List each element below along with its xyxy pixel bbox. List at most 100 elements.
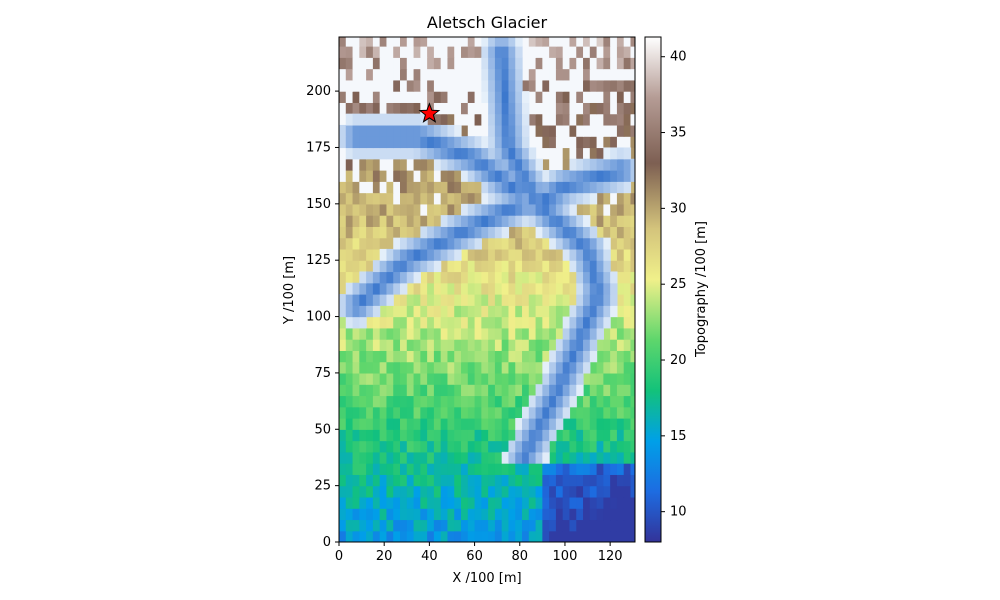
glacier-cell	[467, 215, 476, 227]
terrain-cell	[494, 372, 503, 385]
terrain-cell	[596, 339, 604, 351]
terrain-cell	[610, 248, 618, 261]
glacier-cell	[488, 46, 496, 58]
snow-cell	[569, 46, 577, 58]
glacier-cell	[569, 158, 577, 171]
terrain-cell	[467, 181, 476, 194]
terrain-cell	[474, 350, 482, 363]
glacier-cell	[589, 350, 598, 363]
terrain-cell	[481, 260, 489, 273]
terrain-cell	[494, 418, 503, 430]
glacier-cell	[393, 282, 401, 295]
snow-cell	[542, 102, 550, 115]
terrain-cell	[400, 519, 408, 532]
glacier-cell	[481, 147, 489, 160]
terrain-cell	[623, 203, 632, 216]
glacier-cell	[610, 147, 618, 160]
glacier-cell	[494, 203, 503, 216]
terrain-cell	[488, 305, 496, 318]
glacier-cell	[549, 372, 557, 385]
terrain-cell	[345, 406, 354, 419]
glacier-cell	[454, 147, 462, 160]
terrain-cell	[339, 508, 347, 521]
glacier-cell	[339, 136, 347, 149]
terrain-cell	[447, 57, 455, 70]
terrain-cell	[488, 429, 496, 442]
terrain-cell	[461, 429, 469, 442]
terrain-cell	[569, 429, 577, 442]
terrain-cell	[386, 440, 394, 453]
terrain-cell	[589, 79, 598, 92]
terrain-cell	[413, 361, 421, 374]
terrain-cell	[576, 395, 584, 408]
snow-cell	[610, 91, 618, 103]
terrain-cell	[569, 496, 577, 509]
terrain-cell	[508, 406, 516, 419]
terrain-cell	[555, 305, 564, 318]
terrain-cell	[474, 282, 482, 295]
glacier-cell	[467, 237, 476, 250]
snow-cell	[474, 68, 482, 81]
terrain-cell	[379, 406, 388, 419]
terrain-cell	[610, 316, 618, 329]
glacier-cell	[549, 203, 557, 216]
terrain-cell	[379, 463, 388, 475]
terrain-cell	[372, 327, 381, 340]
terrain-cell	[467, 316, 476, 329]
glacier-cell	[549, 170, 557, 182]
terrain-cell	[630, 282, 635, 295]
terrain-cell	[610, 226, 618, 239]
terrain-cell	[630, 260, 635, 273]
terrain-cell	[447, 496, 455, 509]
terrain-cell	[555, 282, 564, 295]
terrain-cell	[372, 158, 381, 171]
colorbar-tick-label: 20	[670, 353, 687, 368]
terrain-cell	[406, 440, 415, 453]
terrain-cell	[596, 451, 604, 464]
terrain-cell	[447, 316, 455, 329]
glacier-cell	[603, 305, 611, 318]
terrain-cell	[630, 237, 635, 250]
terrain-cell	[454, 519, 462, 532]
terrain-cell	[474, 485, 482, 498]
terrain-cell	[501, 361, 510, 374]
snow-cell	[433, 46, 442, 58]
terrain-cell	[528, 350, 537, 363]
terrain-cell	[603, 339, 611, 351]
terrain-cell	[420, 508, 428, 521]
terrain-cell	[379, 485, 388, 498]
y-tick-label: 50	[314, 422, 331, 437]
terrain-cell	[427, 440, 435, 453]
glacier-cell	[515, 170, 523, 182]
terrain-cell	[454, 418, 462, 430]
terrain-cell	[406, 350, 415, 363]
terrain-cell	[454, 496, 462, 509]
glacier-cell	[542, 429, 550, 442]
x-tick-label: 60	[466, 549, 483, 564]
terrain-cell	[372, 384, 381, 397]
terrain-cell	[427, 496, 435, 509]
terrain-cell	[467, 440, 476, 453]
glacier-cell	[576, 361, 584, 374]
terrain-cell	[515, 327, 523, 340]
terrain-cell	[352, 508, 360, 521]
terrain-cell	[406, 79, 415, 92]
terrain-cell	[494, 508, 503, 521]
glacier-cell	[562, 181, 571, 194]
snow-cell	[589, 37, 598, 47]
terrain-cell	[339, 519, 347, 532]
snow-cell	[352, 158, 360, 171]
terrain-cell	[481, 305, 489, 318]
terrain-cell	[461, 395, 469, 408]
terrain-cell	[359, 260, 367, 273]
terrain-cell	[589, 215, 598, 227]
glacier-cell	[583, 339, 591, 351]
terrain-cell	[596, 463, 604, 475]
glacier-cell	[501, 91, 510, 103]
terrain-cell	[461, 305, 469, 318]
terrain-cell	[508, 361, 516, 374]
snow-cell	[393, 68, 401, 81]
snow-cell	[474, 102, 482, 115]
snow-cell	[447, 91, 455, 103]
terrain-cell	[420, 339, 428, 351]
